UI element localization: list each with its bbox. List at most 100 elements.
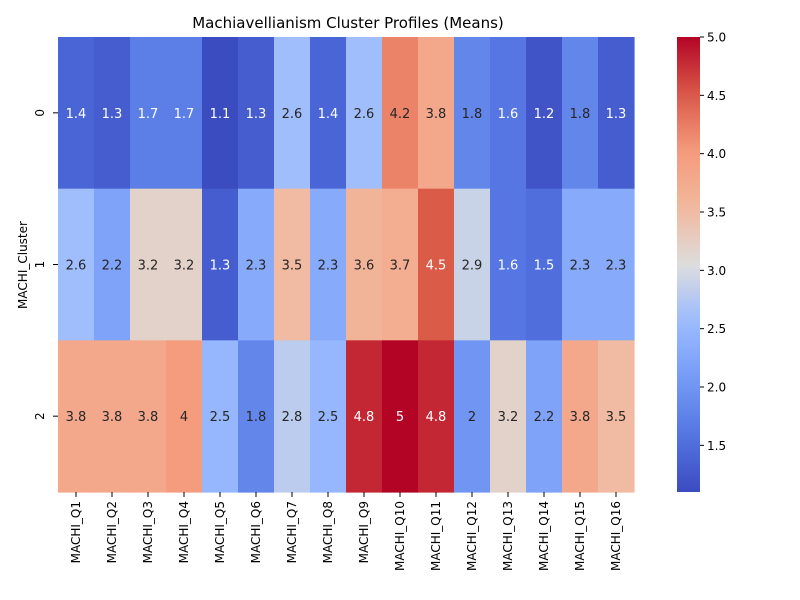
x-tick-label: MACHI_Q2 (105, 501, 119, 563)
x-tick-label: MACHI_Q3 (141, 501, 155, 563)
y-tick-labels: 0 1 2 (33, 109, 58, 420)
y-tick-label: 0 (33, 109, 47, 117)
heatmap-cell (94, 340, 131, 493)
cell-value-label: 3.5 (282, 259, 303, 274)
x-tick-label: MACHI_Q7 (285, 501, 299, 563)
x-tick-label: MACHI_Q15 (573, 501, 587, 571)
colorbar-tick-label: 4.0 (707, 147, 726, 161)
heatmap-cell (202, 37, 239, 190)
cell-value-label: 2.3 (570, 259, 591, 274)
y-axis-label: MACHI_Cluster (16, 221, 30, 309)
cell-value-label: 4.5 (426, 259, 447, 274)
y-tick-label: 2 (33, 412, 47, 420)
heatmap-cell (562, 37, 599, 190)
heatmap-cell (454, 340, 491, 493)
cell-value-label: 2.6 (282, 107, 303, 122)
heatmap-cell (346, 37, 383, 190)
heatmap-cell (238, 37, 275, 190)
cell-value-label: 2.5 (318, 410, 339, 425)
cell-value-label: 2.9 (462, 259, 483, 274)
cell-value-label: 1.6 (498, 259, 519, 274)
heatmap-cell (58, 340, 95, 493)
cell-value-label: 1.6 (498, 107, 519, 122)
heatmap-cell (454, 37, 491, 190)
colorbar-tick-label: 2.0 (707, 381, 726, 395)
heatmap-cell (202, 188, 239, 341)
x-tick-label: MACHI_Q13 (501, 501, 515, 571)
colorbar: 1.5 2.0 2.5 3.0 3.5 4.0 4.5 5.0 (677, 31, 726, 492)
cell-value-label: 2.5 (210, 410, 231, 425)
heatmap-cell (130, 340, 167, 493)
cell-value-label: 2.6 (66, 259, 87, 274)
cell-value-label: 3.8 (426, 107, 447, 122)
x-tick-label: MACHI_Q12 (465, 501, 479, 571)
cell-value-label: 1.3 (102, 107, 123, 122)
cell-value-label: 3.7 (390, 259, 411, 274)
cell-value-label: 1.4 (318, 107, 339, 122)
cell-value-label: 1.8 (246, 410, 267, 425)
heatmap-cell (58, 37, 95, 190)
x-tick-label: MACHI_Q10 (393, 501, 407, 571)
cell-value-label: 3.8 (138, 410, 159, 425)
x-tick-labels: MACHI_Q1 MACHI_Q2 MACHI_Q3 MACHI_Q4 MACHI_Q5… (69, 492, 623, 571)
x-tick-label: MACHI_Q1 (69, 501, 83, 563)
cell-value-label: 1.2 (534, 107, 555, 122)
heatmap-cell (418, 340, 455, 493)
heatmap-cell (130, 37, 167, 190)
heatmap-cell (166, 188, 203, 341)
colorbar-tick-label: 1.5 (707, 439, 726, 453)
y-tick-label: 1 (33, 261, 47, 269)
cell-value-label: 1.3 (606, 107, 627, 122)
heatmap-cell (598, 188, 635, 341)
cell-value-label: 2.8 (282, 410, 303, 425)
cell-value-label: 1.7 (174, 107, 195, 122)
cell-value-label: 3.8 (66, 410, 87, 425)
heatmap-cell (166, 37, 203, 190)
heatmap-cell (166, 340, 203, 493)
x-tick-label: MACHI_Q14 (537, 501, 551, 571)
heatmap-cell (526, 188, 563, 341)
cell-value-label: 4.8 (354, 410, 375, 425)
heatmap-cell (382, 188, 419, 341)
cell-value-label: 2.3 (246, 259, 267, 274)
cell-value-label: 3.8 (102, 410, 123, 425)
cell-value-label: 3.5 (606, 410, 627, 425)
cell-value-label: 1.1 (210, 107, 231, 122)
x-tick-label: MACHI_Q16 (609, 501, 623, 571)
cell-value-label: 4.2 (390, 107, 411, 122)
cell-value-label: 4 (180, 410, 188, 425)
heatmap-cell (346, 188, 383, 341)
heatmap-cell (382, 37, 419, 190)
heatmap-cell (598, 37, 635, 190)
heatmap-cell (94, 37, 131, 190)
heatmap-cell (490, 340, 527, 493)
x-tick-label: MACHI_Q4 (177, 501, 191, 563)
heatmap-cell (526, 340, 563, 493)
heatmap-cell (598, 340, 635, 493)
cell-value-label: 1.3 (246, 107, 267, 122)
colorbar-gradient (677, 37, 700, 492)
heatmap-cell (238, 340, 275, 493)
cell-value-label: 2.2 (534, 410, 555, 425)
heatmap-cell (454, 188, 491, 341)
cell-value-label: 2.3 (318, 259, 339, 274)
heatmap-cell (274, 340, 311, 493)
colorbar-tick-label: 3.5 (707, 206, 726, 220)
cell-value-label: 3.6 (354, 259, 375, 274)
cell-value-label: 2.2 (102, 259, 123, 274)
colorbar-tick-label: 5.0 (707, 31, 726, 45)
heatmap-cell (562, 340, 599, 493)
chart-title: Machiavellianism Cluster Profiles (Means… (192, 14, 504, 32)
cell-value-label: 3.2 (174, 259, 195, 274)
cell-value-label: 2 (468, 410, 476, 425)
cell-value-label: 1.8 (570, 107, 591, 122)
heatmap-cell (346, 340, 383, 493)
heatmap-cell (418, 37, 455, 190)
cell-value-label: 1.8 (462, 107, 483, 122)
heatmap-cell (274, 37, 311, 190)
heatmap-cell (490, 37, 527, 190)
heatmap-cell (202, 340, 239, 493)
heatmap-cell (274, 188, 311, 341)
x-tick-label: MACHI_Q9 (357, 501, 371, 563)
cell-value-label: 3.8 (570, 410, 591, 425)
